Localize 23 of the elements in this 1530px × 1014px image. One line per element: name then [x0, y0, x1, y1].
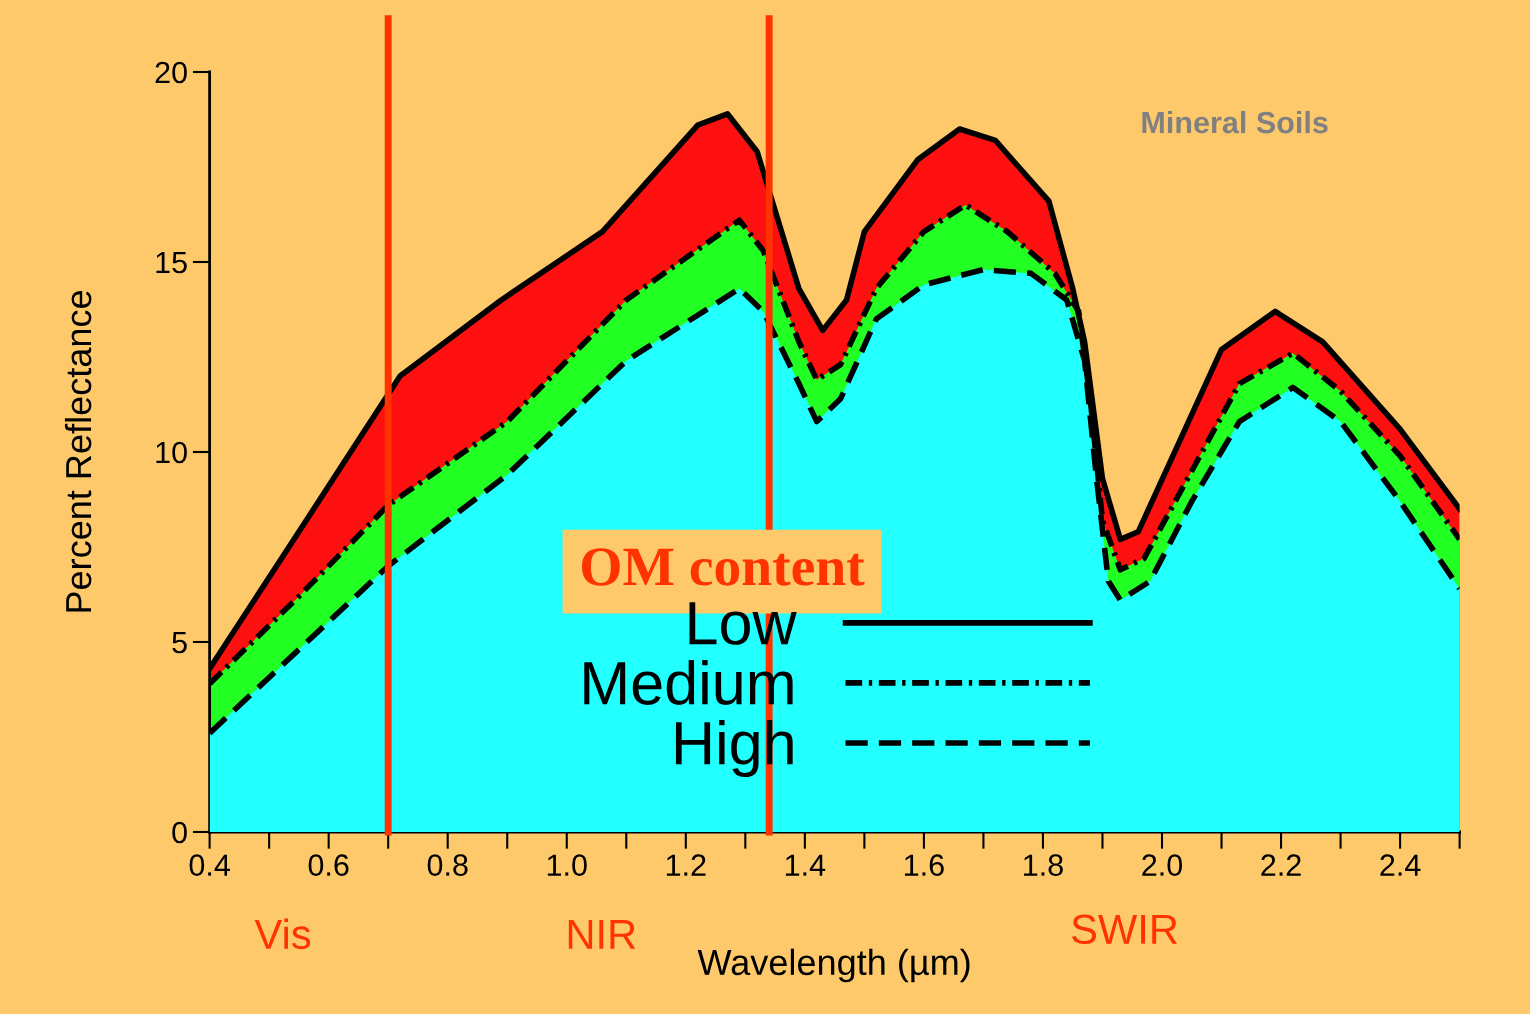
x-tick-label: 1.6 [905, 854, 944, 876]
legend-title: OM content [582, 548, 865, 586]
text: SWIR [1072, 914, 1178, 945]
x-tick-label: 1.8 [1024, 854, 1063, 876]
x-tick-label: 2.2 [1261, 854, 1301, 876]
text: NIR [568, 920, 636, 949]
x-tick-label: 2.4 [1380, 854, 1421, 876]
y-tick-label: 0 [172, 821, 187, 844]
y-tick-label: 10 [156, 441, 187, 464]
x-tick-label: 1.4 [785, 854, 826, 876]
x-tick-label: 1.0 [547, 854, 587, 876]
x-tick-label: 0.8 [427, 854, 468, 876]
x-tick-label: 0.6 [308, 854, 349, 876]
annotation: Mineral Soils [1142, 110, 1328, 134]
text: Vis [254, 918, 311, 950]
x-tick-label: 1.2 [666, 854, 706, 876]
x-tick-label: 0.4 [189, 854, 230, 876]
y-tick-label: 5 [172, 632, 187, 654]
y-tick-label: 15 [156, 252, 187, 274]
x-axis-title: Wavelength (µm) [697, 948, 970, 983]
x-tick-label: 2.0 [1142, 854, 1183, 876]
y-axis-title: Percent Reflectance [64, 291, 92, 612]
y-tick-label: 20 [155, 61, 187, 84]
